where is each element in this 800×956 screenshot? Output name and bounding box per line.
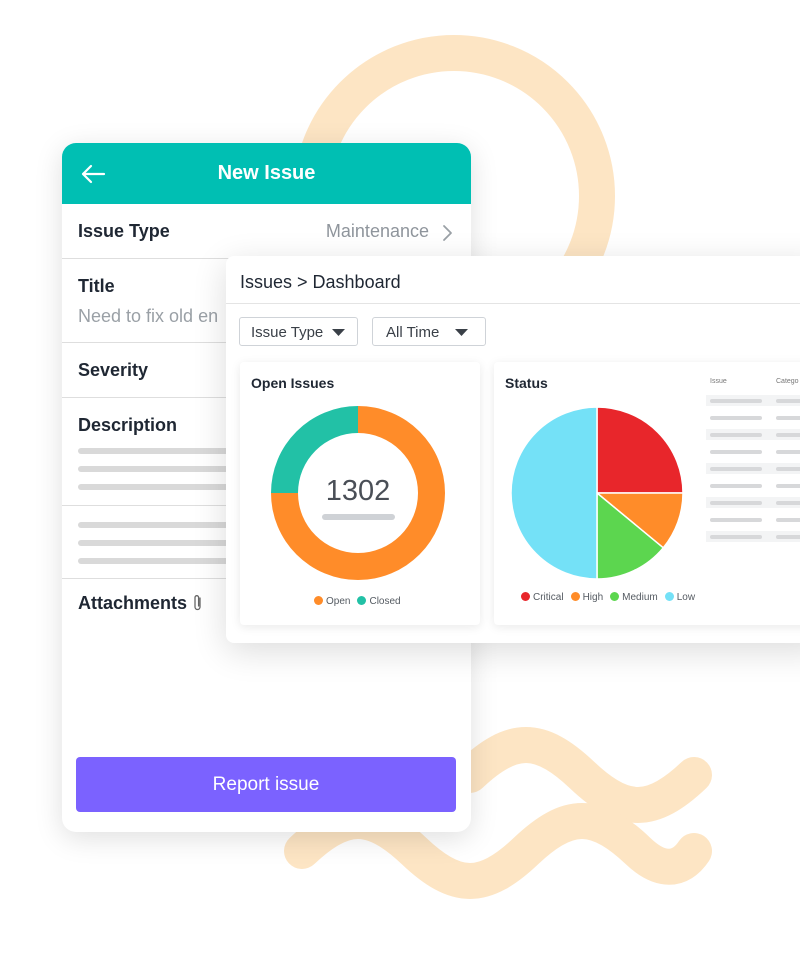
legend-item-high: High bbox=[570, 592, 604, 603]
paperclip-icon[interactable] bbox=[193, 594, 203, 612]
filter-label: All Time bbox=[386, 324, 440, 341]
table-header-category: Catego bbox=[776, 378, 799, 385]
table-cell bbox=[710, 467, 762, 471]
legend-item-closed: Closed bbox=[357, 596, 401, 607]
table-cell bbox=[710, 535, 762, 539]
description-line bbox=[78, 558, 278, 564]
status-title: Status bbox=[505, 375, 548, 391]
table-cell bbox=[776, 467, 800, 471]
description-line bbox=[78, 540, 278, 546]
title-label: Title bbox=[78, 276, 115, 296]
issue-type-label: Issue Type bbox=[78, 221, 170, 241]
legend-item-open: Open bbox=[314, 596, 350, 607]
table-cell bbox=[776, 535, 800, 539]
divider bbox=[226, 303, 800, 304]
description-line bbox=[78, 484, 278, 490]
legend-swatch bbox=[610, 592, 620, 601]
legend-label: Low bbox=[676, 592, 696, 603]
table-row bbox=[706, 497, 800, 508]
table-row bbox=[706, 429, 800, 440]
legend-label: Open bbox=[326, 596, 351, 607]
chevron-right-icon[interactable] bbox=[442, 224, 453, 242]
description-label: Description bbox=[78, 415, 178, 435]
table-cell bbox=[710, 501, 762, 505]
table-cell bbox=[710, 433, 762, 437]
table-row bbox=[706, 531, 800, 542]
legend-label: Closed bbox=[369, 596, 401, 607]
status-pie-chart bbox=[510, 406, 684, 580]
legend-swatch bbox=[357, 596, 367, 605]
open-issues-donut-chart: 1302 bbox=[271, 406, 445, 580]
slice-critical bbox=[596, 406, 684, 494]
table-row bbox=[706, 412, 800, 423]
legend-label: High bbox=[582, 592, 604, 603]
open-issues-legend: Open Closed bbox=[314, 596, 408, 607]
severity-label: Severity bbox=[78, 360, 149, 380]
table-cell bbox=[710, 399, 762, 403]
legend-label: Medium bbox=[622, 592, 658, 603]
donut-center-value: 1302 bbox=[326, 475, 391, 507]
table-row bbox=[706, 480, 800, 491]
table-cell bbox=[776, 501, 800, 505]
attachments-row[interactable]: Attachments bbox=[62, 579, 471, 639]
table-row bbox=[706, 463, 800, 474]
slice-medium bbox=[596, 491, 665, 580]
attachments-label: Attachments bbox=[78, 593, 188, 613]
form-title: New Issue bbox=[217, 162, 316, 184]
caret-down-icon bbox=[455, 329, 468, 336]
slice-open bbox=[271, 406, 445, 580]
issue-type-filter[interactable]: Issue Type bbox=[239, 317, 358, 346]
legend-swatch bbox=[570, 592, 580, 601]
table-cell bbox=[710, 518, 762, 522]
time-range-filter[interactable]: All Time bbox=[372, 317, 486, 346]
table-cell bbox=[776, 518, 800, 522]
legend-swatch bbox=[314, 596, 323, 605]
slice-low bbox=[510, 406, 598, 580]
decor-wave-top bbox=[452, 727, 712, 823]
arrow-left-icon[interactable] bbox=[80, 162, 106, 186]
table-cell bbox=[776, 416, 800, 420]
description-line bbox=[78, 448, 278, 454]
issue-type-value[interactable]: Maintenance bbox=[325, 221, 429, 241]
description-line bbox=[78, 522, 278, 528]
table-row bbox=[706, 446, 800, 457]
legend-swatch bbox=[521, 592, 530, 601]
table-cell bbox=[776, 399, 800, 403]
table-cell bbox=[776, 433, 800, 437]
status-legend: Critical High Medium Low bbox=[521, 592, 702, 603]
issue-type-row[interactable]: Issue Type Maintenance bbox=[62, 204, 471, 259]
legend-item-critical: Critical bbox=[521, 592, 564, 603]
report-issue-button[interactable]: Report issue bbox=[76, 757, 456, 812]
table-cell bbox=[710, 450, 762, 454]
breadcrumb: Issues > Dashboard bbox=[240, 272, 401, 292]
table-cell bbox=[776, 484, 800, 488]
description-line bbox=[78, 466, 278, 472]
legend-swatch bbox=[664, 592, 674, 601]
table-row bbox=[706, 395, 800, 406]
open-issues-title: Open Issues bbox=[251, 375, 335, 391]
slice-closed bbox=[271, 406, 358, 493]
table-cell bbox=[776, 450, 800, 454]
table-cell bbox=[710, 484, 762, 488]
table-row bbox=[706, 514, 800, 525]
legend-item-medium: Medium bbox=[610, 592, 658, 603]
donut-center-placeholder bbox=[322, 514, 395, 520]
legend-label: Critical bbox=[533, 592, 564, 603]
table-header-issue: Issue bbox=[710, 378, 727, 385]
issues-dashboard: Issues > Dashboard Issue Type All Time O… bbox=[226, 256, 800, 643]
open-issues-panel: Open Issues 1302 Open Closed bbox=[240, 362, 480, 625]
table-cell bbox=[710, 416, 762, 420]
form-header: New Issue bbox=[62, 143, 471, 204]
status-panel: Status Critical High Medium Low Issue Categ… bbox=[494, 362, 800, 625]
caret-down-icon bbox=[332, 329, 345, 336]
filter-label: Issue Type bbox=[251, 324, 324, 341]
legend-item-low: Low bbox=[664, 592, 696, 603]
